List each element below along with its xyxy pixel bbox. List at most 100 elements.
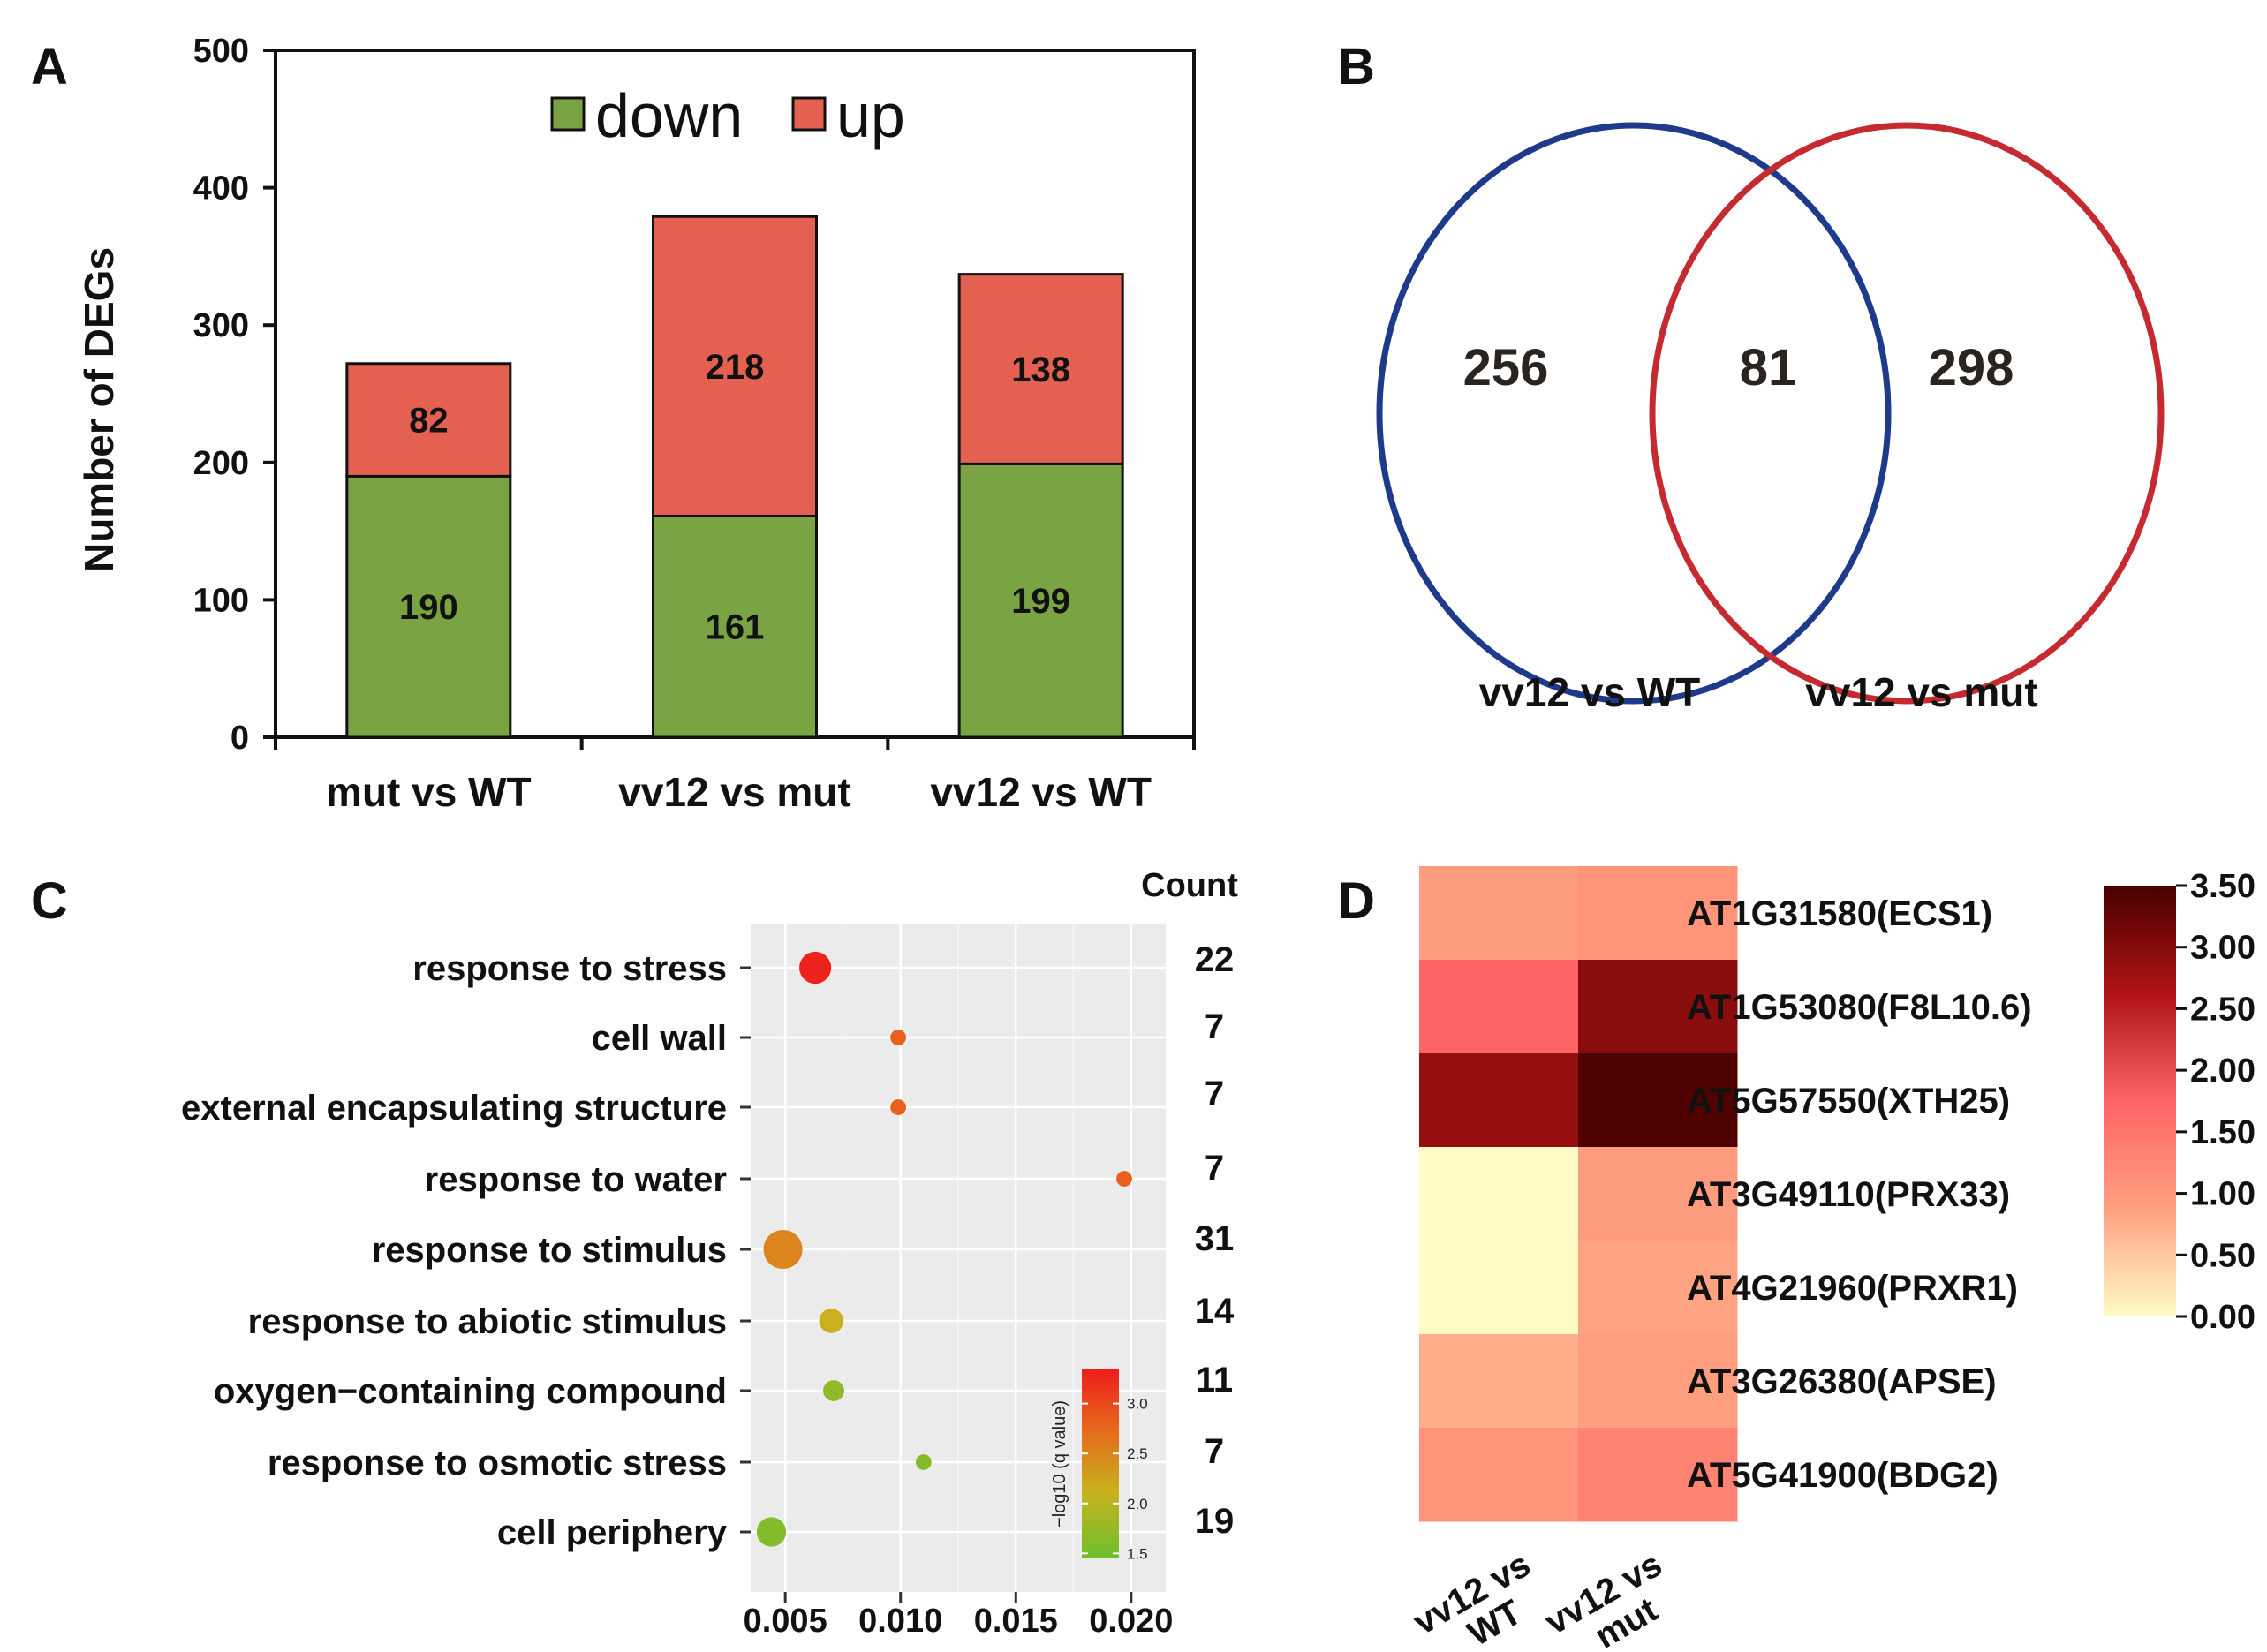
q-colorbar-tick-label: 2.5 <box>1127 1445 1148 1462</box>
x-category-label: vv12 vs WT <box>930 769 1152 815</box>
bar-up-0 <box>345 362 512 478</box>
heatmap-cell <box>1419 1334 1579 1429</box>
bubble-terms: response to stress 22 cell wall 7 external e… <box>181 940 1235 1552</box>
legend-swatch-down <box>550 96 586 132</box>
y-tick-label: 200 <box>193 445 249 482</box>
count-label: 7 <box>1205 1075 1224 1113</box>
x-tick-label: 0.020 <box>1089 1603 1173 1640</box>
bubble-point <box>799 951 832 984</box>
x-tick-label: 0.010 <box>858 1603 942 1640</box>
heatmap-column-labels: vv12 vs WT vv12 vs mut <box>1407 1540 1696 1652</box>
bar-legend: down up <box>550 81 905 150</box>
svg-text:vv12 vs mut: vv12 vs mut <box>1538 1540 1696 1652</box>
bar-down-1 <box>652 514 818 739</box>
bar-chart-ylabel: Number of DEGs <box>76 247 122 572</box>
legend-label-up: up <box>836 81 905 150</box>
count-column-title: Count <box>1141 867 1238 904</box>
heatmap-cell <box>1419 866 1579 961</box>
heatmap-cell <box>1419 960 1579 1054</box>
bubble-point <box>756 1517 787 1547</box>
heatmap-colorbar: 0.00 0.50 1.00 1.50 2.00 2.50 3.00 3.50 <box>2104 868 2256 1336</box>
heatmap-colorbar-tick-label: 0.50 <box>2190 1237 2256 1274</box>
count-label: 11 <box>1196 1361 1233 1399</box>
heatmap-colorbar-tick-label: 2.00 <box>2190 1052 2256 1090</box>
venn-count-left-only: 256 <box>1463 339 1549 396</box>
y-tick-label: 300 <box>193 307 249 344</box>
go-term-label: external encapsulating structure <box>181 1089 727 1128</box>
panel-label-b: B <box>1338 38 1375 95</box>
panel-d: D AT1G31580(ECS1) AT1G53080(F8L10.6) AT5G5… <box>1338 866 2256 1652</box>
heatmap-cell <box>1578 1428 1738 1522</box>
x-tick-label: 0.005 <box>744 1603 827 1640</box>
heatmap-colorbar-tick-label: 3.00 <box>2190 930 2256 967</box>
heatmap-colorbar-tick-label: 0.00 <box>2190 1299 2256 1336</box>
gene-label: AT5G57550(XTH25) <box>1687 1082 2010 1120</box>
heatmap-cell <box>1578 1053 1738 1148</box>
q-colorbar-tick-label: 2.0 <box>1127 1496 1148 1512</box>
x-category-label: mut vs WT <box>326 769 532 815</box>
bubble-x-axis: 0.005 0.010 0.015 0.020 <box>744 1592 1173 1640</box>
y-tick-label: 400 <box>193 170 249 207</box>
go-term-label: response to stimulus <box>372 1231 727 1270</box>
count-label: 22 <box>1195 940 1235 979</box>
heatmap-cell <box>1578 866 1738 961</box>
panel-label-c: C <box>31 872 68 930</box>
count-label: 31 <box>1195 1219 1235 1258</box>
venn-count-right-only: 298 <box>1929 339 2014 396</box>
x-category-label: vv12 vs mut <box>618 769 850 815</box>
bubble-point <box>763 1229 803 1270</box>
count-label: 7 <box>1205 1432 1224 1471</box>
venn-label-vv12-vs-mut: vv12 vs mut <box>1805 669 2037 715</box>
panel-label-d: D <box>1338 872 1375 930</box>
heatmap-row-labels: AT1G31580(ECS1) AT1G53080(F8L10.6) AT5G575… <box>1687 894 2032 1495</box>
heatmap-cell <box>1419 1428 1579 1522</box>
gene-label: AT1G31580(ECS1) <box>1687 894 1992 933</box>
bar-value-label: 190 <box>399 588 458 627</box>
heatmap-cell <box>1578 1334 1738 1429</box>
y-tick-label: 100 <box>193 582 249 619</box>
go-term-label: response to abiotic stimulus <box>248 1302 727 1341</box>
go-term-label: response to osmotic stress <box>268 1444 727 1482</box>
bubble-point <box>1116 1171 1132 1187</box>
gene-label: AT4G21960(PRXR1) <box>1687 1269 2018 1308</box>
heatmap-cell <box>1419 1147 1579 1241</box>
bar-y-axis: 0 100 200 300 400 500 <box>193 33 276 757</box>
count-label: 19 <box>1195 1502 1235 1541</box>
bar-up-2 <box>957 273 1124 465</box>
count-label: 7 <box>1205 1007 1224 1046</box>
bar-value-label: 161 <box>706 608 765 647</box>
y-tick-label: 500 <box>193 33 249 70</box>
svg-text:vv12 vs WT: vv12 vs WT <box>1407 1540 1564 1652</box>
q-colorbar-ticks: 1.5 2.0 2.5 3.0 <box>1082 1396 1148 1562</box>
bar-down-0 <box>345 474 512 739</box>
venn-label-vv12-vs-wt: vv12 vs WT <box>1479 669 1701 715</box>
venn-circle-vv12-vs-mut <box>1649 122 2165 705</box>
bubble-point <box>890 1030 907 1045</box>
heatmap-colorbar-tick-label: 3.50 <box>2190 868 2256 905</box>
gene-label: AT3G49110(PRX33) <box>1687 1175 2010 1214</box>
heatmap-cells <box>1419 866 1738 1522</box>
bubble-point <box>823 1380 844 1401</box>
q-colorbar-tick-label: 1.5 <box>1127 1545 1148 1562</box>
bubble-point <box>890 1099 907 1115</box>
venn-circle-vv12-vs-wt <box>1376 122 1892 705</box>
heatmap-colorbar-tick-label: 2.50 <box>2190 991 2256 1028</box>
legend-swatch-up <box>791 96 827 132</box>
bubble-point <box>819 1309 844 1333</box>
panel-label-a: A <box>31 38 68 95</box>
heatmap-cell <box>1419 1241 1579 1335</box>
q-value-colorbar: 1.5 2.0 2.5 3.0 −log10 (q value) <box>1050 1369 1148 1562</box>
venn-count-intersection: 81 <box>1740 339 1797 396</box>
bar-value-label: 218 <box>706 348 765 387</box>
gene-label: AT1G53080(F8L10.6) <box>1687 988 2032 1027</box>
q-colorbar-title: −log10 (q value) <box>1050 1400 1069 1528</box>
go-term-label: oxygen−containing compound <box>214 1372 727 1411</box>
q-colorbar-tick-label: 3.0 <box>1127 1396 1148 1413</box>
heatmap-cell <box>1578 1147 1738 1241</box>
panel-b: B 256 81 298 vv12 vs WT vv12 vs mut <box>1338 38 2165 715</box>
bar-value-label: 199 <box>1011 582 1070 621</box>
heatmap-cell <box>1578 960 1738 1054</box>
heatmap-colorbar-tick-label: 1.00 <box>2190 1176 2256 1213</box>
bar-down-2 <box>957 462 1124 739</box>
